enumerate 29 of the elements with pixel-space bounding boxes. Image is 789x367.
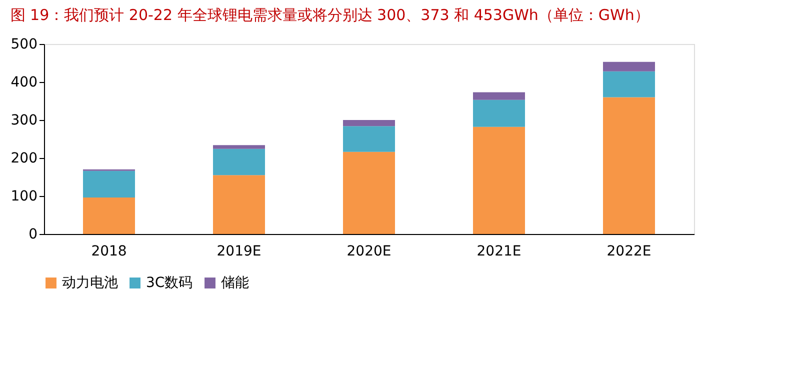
bar: [473, 126, 525, 234]
bar: [213, 175, 265, 234]
x-tick-label: 2021E: [476, 244, 522, 260]
bar: [473, 92, 525, 100]
y-tick-label: 500: [10, 36, 38, 52]
y-tick-label: 300: [10, 112, 38, 128]
x-tick-label: 2018: [91, 244, 127, 260]
bar: [213, 145, 265, 149]
bar: [83, 198, 135, 234]
x-tick-label: 2020E: [346, 244, 392, 260]
y-tick-label: 400: [10, 74, 38, 90]
bar: [603, 71, 655, 98]
bar: [603, 62, 655, 72]
bar: [343, 126, 395, 152]
bar: [603, 97, 655, 234]
y-tick-label: 0: [28, 226, 38, 242]
bar: [343, 152, 395, 234]
x-tick-label: 2022E: [606, 244, 652, 260]
chart-title: 图 19：我们预计 20-22 年全球锂电需求量或将分别达 300、373 和 453GWh（单位：GWh）: [10, 6, 650, 24]
bar: [473, 100, 525, 127]
bar: [83, 170, 135, 198]
bar: [213, 148, 265, 176]
legend-label: 动力电池: [62, 275, 118, 291]
legend-label: 3C数码: [146, 275, 193, 291]
y-tick-label: 200: [10, 150, 38, 166]
x-tick-label: 2019E: [216, 244, 262, 260]
legend-label: 储能: [221, 275, 249, 291]
bar: [343, 120, 395, 126]
y-tick-label: 100: [10, 188, 38, 204]
